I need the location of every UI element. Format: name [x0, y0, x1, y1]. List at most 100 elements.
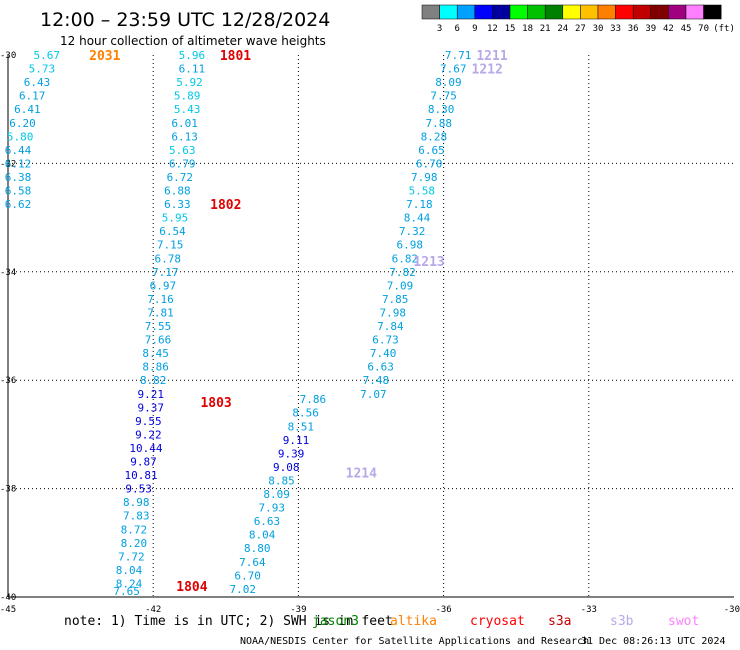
grid	[8, 55, 734, 597]
wave-height-point: 9.55	[135, 415, 162, 428]
wave-height-point: 6.62	[5, 198, 32, 211]
wave-height-point: 7.75	[430, 90, 457, 103]
wave-height-point: 9.08	[273, 461, 300, 474]
pass-label: 1211	[476, 49, 507, 64]
color-swatch	[562, 4, 581, 20]
wave-height-point: 5.43	[174, 103, 201, 116]
wave-height-point: 8.04	[249, 529, 276, 542]
color-scale-unit: (ft)	[713, 24, 735, 34]
wave-height-point: 8.30	[428, 103, 455, 116]
wave-height-point: 6.78	[154, 252, 181, 265]
satellite-legend-item: jason3	[312, 614, 359, 629]
color-swatch	[685, 4, 704, 20]
plot-frame	[7, 55, 734, 598]
wave-height-point: 7.66	[145, 334, 172, 347]
color-scale-label: 3	[437, 24, 442, 34]
wave-height-point: 7.98	[411, 171, 438, 184]
wave-height-point: 6.44	[5, 144, 32, 157]
color-swatch	[544, 4, 564, 20]
wave-height-point: 6.38	[5, 171, 32, 184]
color-swatch	[527, 4, 546, 20]
wave-height-point: 7.55	[145, 320, 172, 333]
color-swatch	[703, 4, 722, 20]
y-tick-label: -36	[0, 376, 16, 386]
color-scale-label: 45	[681, 24, 692, 34]
wave-height-point: 9.37	[138, 401, 165, 414]
color-swatch	[509, 4, 528, 20]
wave-height-point: 9.21	[138, 388, 165, 401]
color-scale-label: 33	[610, 24, 621, 34]
wave-height-point: 7.40	[370, 347, 397, 360]
wave-height-point: 8.72	[121, 523, 148, 536]
wave-height-point: 8.56	[292, 407, 319, 420]
color-scale-label: 9	[472, 24, 477, 34]
x-tick-label: -42	[145, 605, 161, 615]
wave-height-point: 9.11	[283, 434, 310, 447]
color-scale-label: 27	[575, 24, 586, 34]
wave-height-point: 7.85	[382, 293, 409, 306]
pass-label: 1212	[472, 63, 503, 78]
wave-height-point: 7.71	[445, 49, 472, 62]
wave-height-point: 7.93	[259, 502, 286, 515]
wave-height-point: 7.16	[147, 293, 174, 306]
wave-height-point: 8.98	[123, 496, 150, 509]
footer-note: note: 1) Time is in UTC; 2) SWH is in fe…	[64, 614, 393, 629]
color-scale-label: 21	[540, 24, 551, 34]
color-scale-label: 18	[522, 24, 533, 34]
x-tick-label: -45	[0, 605, 16, 615]
chart-subtitle: 12 hour collection of altimeter wave hei…	[60, 34, 326, 48]
x-tick-label: -36	[435, 605, 451, 615]
wave-height-point: 7.09	[387, 279, 414, 292]
wave-height-point: 6.70	[234, 569, 261, 582]
wave-height-point: 7.07	[360, 388, 387, 401]
color-swatch	[668, 4, 687, 20]
wave-height-point: 6.63	[367, 361, 394, 374]
wave-height-point: 6.97	[150, 279, 177, 292]
wave-height-point: 8.20	[121, 537, 148, 550]
wave-height-point: 7.83	[123, 510, 150, 523]
wave-height-point: 8.45	[142, 347, 169, 360]
satellite-legend-item: cryosat	[470, 614, 525, 629]
y-tick-label: -34	[0, 268, 16, 278]
wave-height-point: 5.73	[29, 63, 56, 76]
wave-height-point: 6.11	[179, 63, 206, 76]
wave-height-point: 5.92	[176, 76, 203, 89]
wave-height-point: 7.82	[389, 266, 416, 279]
pass-label: 1804	[176, 580, 207, 595]
color-swatch	[492, 4, 511, 20]
satellite-legend-item: s3b	[610, 614, 634, 629]
color-scale-label: 12	[487, 24, 498, 34]
wave-height-point: 9.53	[125, 483, 152, 496]
color-scale-label: 42	[663, 24, 674, 34]
wave-height-point: 5.80	[7, 130, 34, 143]
wave-height-point: 7.81	[147, 306, 174, 319]
axis-ticks: -45 -42 -39 -36 -33 -30 -30 -32 -34 -36 -38 -40	[0, 51, 740, 615]
wave-height-point: 7.88	[426, 117, 453, 130]
pass-label: 1801	[220, 49, 251, 64]
wave-height-point: 5.96	[179, 49, 206, 62]
y-tick-label: -40	[0, 593, 16, 603]
wave-height-point: 8.51	[288, 420, 315, 433]
wave-height-point: 9.39	[278, 447, 305, 460]
pass-label: 1214	[346, 466, 377, 481]
x-tick-label: -33	[581, 605, 597, 615]
wave-height-point: 9.22	[135, 428, 162, 441]
wave-height-point: 5.95	[162, 212, 189, 225]
satellite-legend-item: swot	[668, 614, 699, 629]
color-swatch	[421, 4, 440, 20]
wave-height-point: 6.43	[24, 76, 51, 89]
wave-height-point: 8.44	[404, 212, 431, 225]
color-swatch	[615, 4, 634, 20]
wave-height-point: 6.33	[164, 198, 191, 211]
satellite-legend: jason3 altika cryosat s3a s3b swot	[312, 614, 699, 629]
color-swatch	[597, 4, 616, 20]
wave-height-point: 5.58	[409, 185, 436, 198]
wave-height-point: 6.72	[167, 171, 194, 184]
wave-height-point: 7.67	[440, 63, 467, 76]
wave-height-point: 10.44	[129, 442, 162, 455]
pass-label: 1803	[200, 396, 231, 411]
wave-height-point: 7.98	[380, 306, 407, 319]
wave-height-point: 7.72	[118, 550, 145, 563]
pass-label: 1802	[210, 198, 241, 213]
